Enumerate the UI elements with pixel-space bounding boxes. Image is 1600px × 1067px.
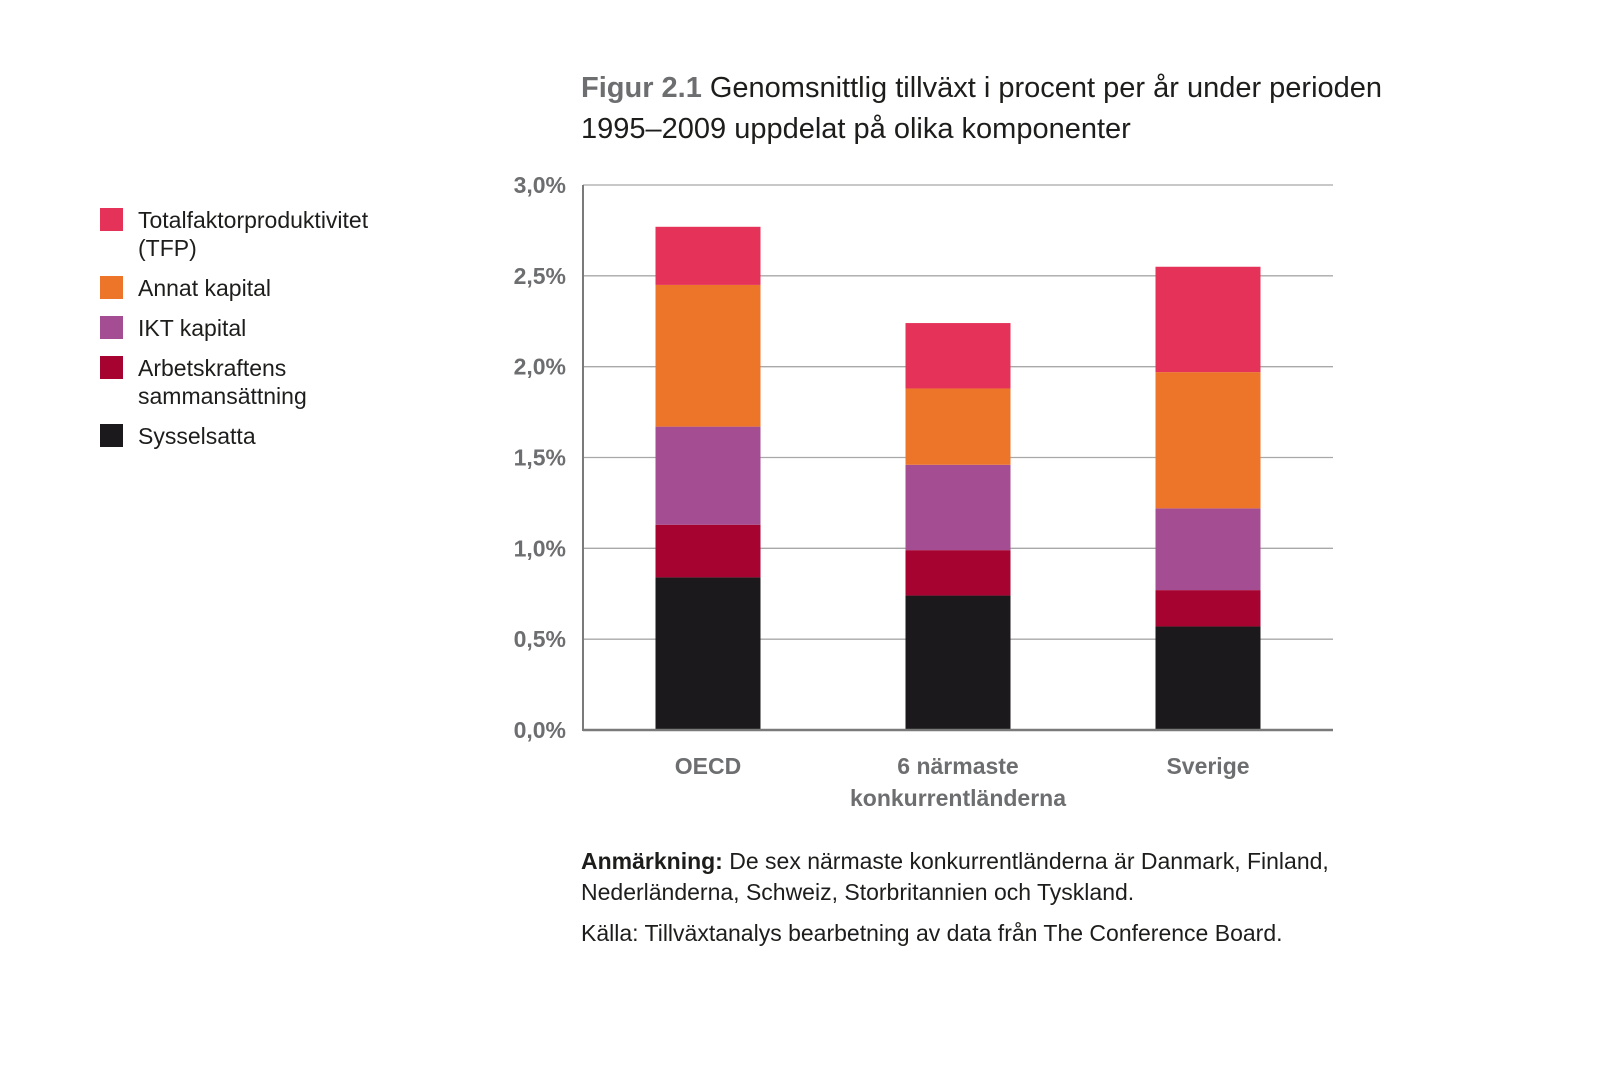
note-text: De sex närmaste konkurrentländerna är Da… bbox=[581, 848, 1329, 905]
bar-segment bbox=[905, 464, 1011, 551]
bar-segment bbox=[655, 524, 761, 578]
y-tick-label: 0,0% bbox=[514, 717, 566, 743]
x-tick-label: OECD bbox=[675, 753, 741, 779]
y-tick-label: 3,0% bbox=[514, 172, 566, 198]
figure-label: Figur 2.1 bbox=[581, 72, 702, 104]
bar-segment bbox=[655, 577, 761, 730]
chart-note: Anmärkning: De sex närmaste konkurrentlä… bbox=[581, 846, 1481, 908]
legend-swatch bbox=[100, 276, 123, 299]
legend-swatch bbox=[100, 316, 123, 339]
y-tick-label: 2,5% bbox=[514, 263, 566, 289]
bar-segment bbox=[1155, 508, 1261, 591]
legend-label: Arbetskraftens sammansättning bbox=[138, 355, 307, 409]
bar-segment bbox=[905, 595, 1011, 730]
bar-segment bbox=[905, 550, 1011, 596]
figure-title-text: Genomsnittlig tillväxt i procent per år … bbox=[581, 72, 1383, 145]
legend-item-ikt-kapital: IKT kapital bbox=[100, 314, 428, 342]
bar-segment bbox=[905, 323, 1011, 389]
y-tick-label: 1,5% bbox=[514, 445, 566, 471]
legend-swatch bbox=[100, 424, 123, 447]
bar-segment bbox=[1155, 590, 1261, 627]
chart-title: Figur 2.1 Genomsnittlig tillväxt i procen… bbox=[581, 68, 1401, 150]
bar-segment bbox=[1155, 372, 1261, 509]
legend-label: Totalfaktorproduktivitet (TFP) bbox=[138, 207, 369, 261]
legend-swatch bbox=[100, 356, 123, 379]
x-tick-label: Sverige bbox=[1166, 753, 1249, 779]
legend-item-arbetskraftens-sammansattning: Arbetskraftens sammansättning bbox=[100, 354, 428, 410]
legend-label: IKT kapital bbox=[138, 315, 247, 341]
legend: Totalfaktorproduktivitet (TFP) Annat kap… bbox=[100, 206, 428, 462]
x-tick-label: 6 närmaste bbox=[897, 753, 1018, 779]
y-tick-label: 2,0% bbox=[514, 354, 566, 380]
legend-item-annat-kapital: Annat kapital bbox=[100, 274, 428, 302]
bar-segment bbox=[655, 284, 761, 427]
y-tick-label: 1,0% bbox=[514, 535, 566, 561]
x-tick-label: konkurrentländerna bbox=[850, 785, 1066, 811]
legend-label: Sysselsatta bbox=[138, 423, 256, 449]
bar-segment bbox=[905, 388, 1011, 465]
legend-swatch bbox=[100, 208, 123, 231]
bar-segment bbox=[655, 226, 761, 285]
chart-source: Källa: Tillväxtanalys bearbetning av dat… bbox=[581, 920, 1283, 946]
legend-item-sysselsatta: Sysselsatta bbox=[100, 422, 428, 450]
legend-label: Annat kapital bbox=[138, 275, 271, 301]
bar-segment bbox=[1155, 626, 1261, 730]
bar-segment bbox=[655, 426, 761, 525]
note-label: Anmärkning: bbox=[581, 848, 723, 874]
y-tick-label: 0,5% bbox=[514, 626, 566, 652]
bar-segment bbox=[1155, 266, 1261, 373]
legend-item-tfp: Totalfaktorproduktivitet (TFP) bbox=[100, 206, 428, 262]
